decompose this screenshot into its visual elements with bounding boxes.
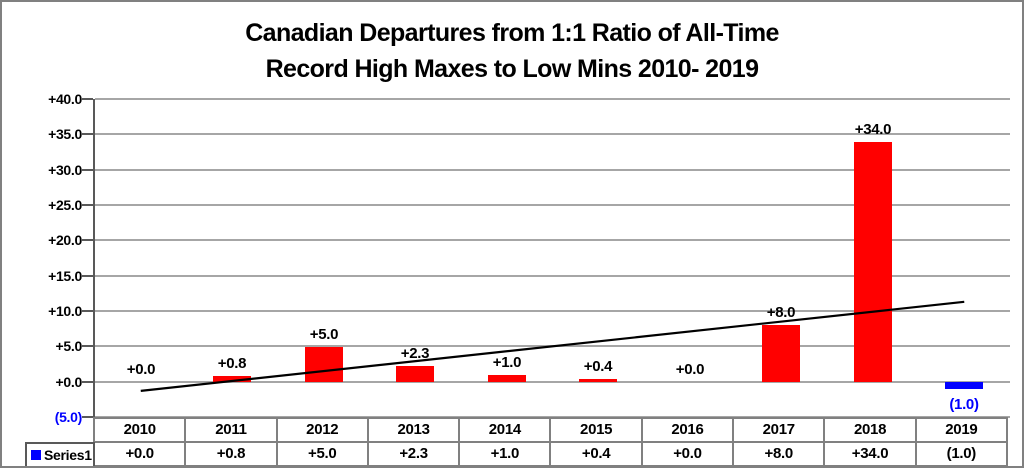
grid-line <box>95 98 1010 100</box>
table-value-row-cell-2016: +0.0 <box>643 443 735 465</box>
bar-value-label: +0.4 <box>583 358 613 375</box>
table-year-row-cell-2015: 2015 <box>551 419 643 441</box>
bar-2011 <box>213 376 251 382</box>
table-year-row-cell-2010: 2010 <box>95 419 187 441</box>
y-tick-label: +35.0 <box>48 126 82 142</box>
grid-line <box>95 204 1010 206</box>
chart-title: Canadian Departures from 1:1 Ratio of Al… <box>2 15 1022 87</box>
y-axis-tick <box>82 345 93 347</box>
chart-title-line1: Canadian Departures from 1:1 Ratio of Al… <box>245 19 779 47</box>
y-axis-tick <box>82 204 93 206</box>
y-tick-label: +15.0 <box>48 268 82 284</box>
bar-value-label: +5.0 <box>309 326 339 343</box>
table-year-row: 2010 2011 2012 2013 2014 2015 2016 2017 2018 2019 <box>95 419 1008 443</box>
table-year-row-cell-2013: 2013 <box>369 419 461 441</box>
y-axis-tick <box>82 381 93 383</box>
y-axis-tick <box>82 275 93 277</box>
table-year-row-cell-2014: 2014 <box>460 419 552 441</box>
legend-marker-icon <box>31 450 41 460</box>
bar-value-label: +34.0 <box>854 121 892 138</box>
y-tick-label: +10.0 <box>48 303 82 319</box>
bar-2012 <box>305 347 343 382</box>
table-year-row-cell-2017: 2017 <box>734 419 826 441</box>
table-value-row-cell-2019: (1.0) <box>917 443 1008 465</box>
plot-area: +0.0 +0.8 +5.0 +2.3 +1.0 +0.4 +0.0 +8.0 +34.0 (1.… <box>93 98 1010 418</box>
bar-2014 <box>488 375 526 382</box>
table-value-row: +0.0 +0.8 +5.0 +2.3 +1.0 +0.4 +0.0 +8.0 +34.0 (1.… <box>95 443 1008 466</box>
y-axis-tick <box>82 416 93 418</box>
y-tick-label: +40.0 <box>48 91 82 107</box>
table-year-row-cell-2016: 2016 <box>643 419 735 441</box>
table-value-row-cell-2017: +8.0 <box>734 443 826 465</box>
y-axis-tick <box>82 239 93 241</box>
grid-line <box>95 275 1010 277</box>
y-tick-label: +25.0 <box>48 197 82 213</box>
y-axis-tick <box>82 133 93 135</box>
table-year-row-cell-2019: 2019 <box>917 419 1008 441</box>
bar-2013 <box>396 366 434 382</box>
bar-value-label: (1.0) <box>949 396 979 413</box>
table-year-row-cell-2011: 2011 <box>186 419 278 441</box>
y-tick-label: (5.0) <box>54 409 83 425</box>
y-axis-tick <box>82 310 93 312</box>
bar-value-label: +0.0 <box>126 361 156 378</box>
data-table: 2010 2011 2012 2013 2014 2015 2016 2017 2018 2019… <box>93 417 1008 466</box>
bar-2015 <box>579 379 617 382</box>
table-value-row-cell-2012: +5.0 <box>278 443 369 465</box>
legend-label: Series1 <box>44 447 92 463</box>
y-axis-tick <box>82 169 93 171</box>
table-value-row-cell-2013: +2.3 <box>369 443 461 465</box>
y-tick-label: +20.0 <box>48 232 82 248</box>
y-tick-label: +5.0 <box>55 338 83 354</box>
table-year-row-cell-2012: 2012 <box>278 419 369 441</box>
bar-value-label: +0.8 <box>217 355 247 372</box>
bar-value-label: +1.0 <box>492 354 522 371</box>
bar-2019 <box>945 382 983 389</box>
grid-line <box>95 239 1010 241</box>
legend: Series1 <box>25 442 95 466</box>
table-value-row-cell-2018: +34.0 <box>825 443 917 465</box>
table-year-row-cell-2018: 2018 <box>825 419 917 441</box>
table-value-row-cell-2014: +1.0 <box>460 443 552 465</box>
grid-line <box>95 169 1010 171</box>
bar-value-label: +8.0 <box>766 304 796 321</box>
bar-value-label: +2.3 <box>400 345 430 362</box>
y-axis-tick <box>82 98 93 100</box>
bar-2017 <box>762 325 800 382</box>
y-tick-label: +30.0 <box>48 162 82 178</box>
table-value-row-cell-2011: +0.8 <box>186 443 278 465</box>
table-value-row-cell-2010: +0.0 <box>95 443 187 465</box>
bar-value-label: +0.0 <box>675 361 705 378</box>
grid-line <box>95 133 1010 135</box>
y-tick-label: +0.0 <box>55 374 83 390</box>
chart-title-line2: Record High Maxes to Low Mins 2010- 2019 <box>265 55 759 83</box>
bar-2018 <box>854 142 892 382</box>
table-value-row-cell-2015: +0.4 <box>551 443 643 465</box>
